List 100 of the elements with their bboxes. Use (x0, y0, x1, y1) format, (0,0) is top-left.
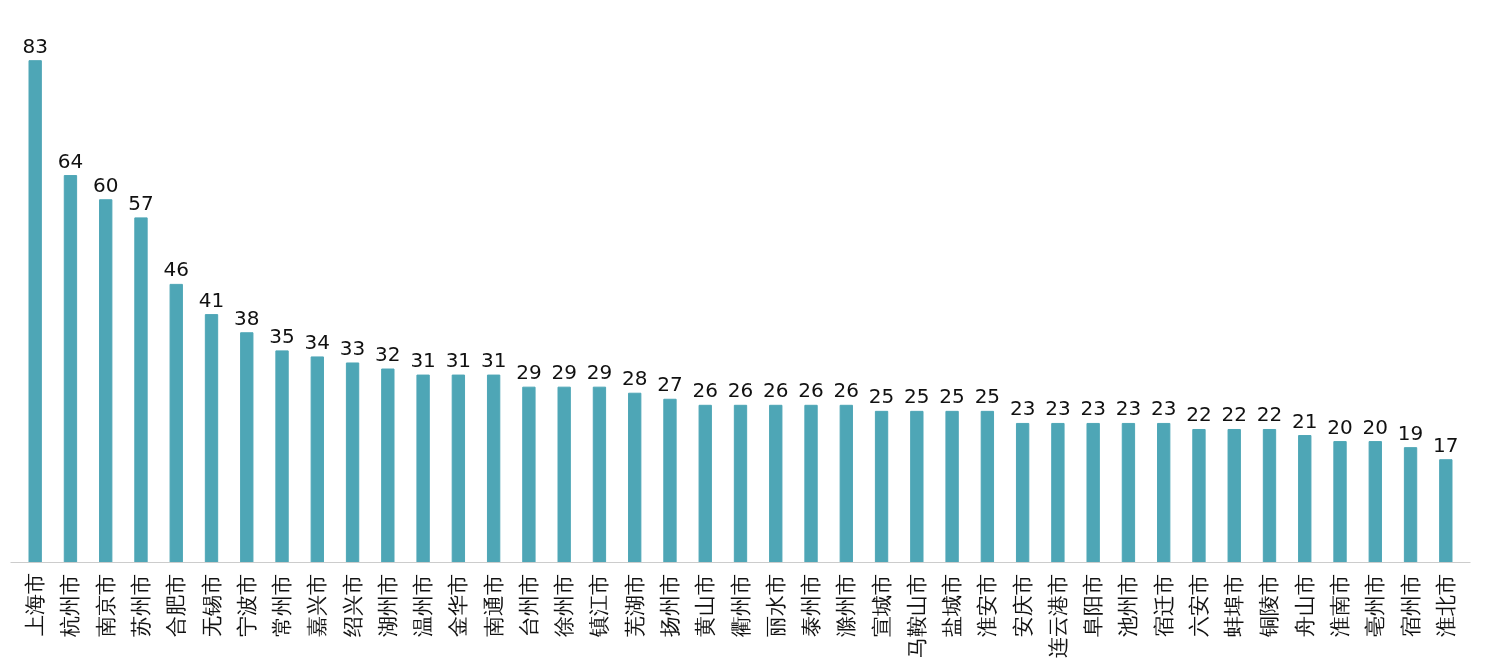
x-tick-label: 嘉兴市 (305, 573, 330, 637)
bar (1051, 422, 1065, 563)
data-label: 23 (1009, 396, 1036, 421)
x-tick-label: 衢州市 (728, 573, 753, 637)
bar (522, 386, 536, 563)
x-tick-label: 马鞍山市 (904, 573, 929, 658)
bar (1262, 428, 1277, 563)
bar (769, 404, 783, 563)
x-tick-label: 舟山市 (1292, 573, 1317, 637)
bar (1368, 441, 1382, 563)
data-label: 23 (1115, 396, 1142, 421)
x-tick-label: 杭州市 (58, 573, 83, 638)
x-tick-label: 蚌埠市 (1222, 573, 1247, 637)
x-tick-label: 六安市 (1186, 573, 1211, 637)
bar (804, 404, 818, 563)
x-tick-label: 宿迁市 (1151, 573, 1176, 637)
x-tick-label: 台州市 (516, 573, 541, 637)
bar (134, 217, 148, 563)
data-label: 25 (904, 384, 930, 409)
data-label: 26 (833, 378, 860, 403)
data-label: 34 (304, 329, 331, 354)
bar (592, 386, 607, 563)
data-label: 46 (163, 257, 189, 282)
x-tick-label: 扬州市 (657, 573, 682, 637)
x-tick-label: 盐城市 (940, 573, 965, 637)
bar (733, 404, 748, 563)
x-tick-label: 温州市 (411, 573, 436, 637)
data-label: 31 (410, 348, 436, 373)
data-label: 41 (198, 287, 225, 312)
bar (1015, 422, 1030, 563)
bar (451, 374, 466, 563)
data-label: 21 (1292, 408, 1318, 433)
bar (486, 374, 501, 563)
bar (416, 374, 430, 563)
data-label: 22 (1256, 402, 1283, 427)
bar (1227, 428, 1241, 563)
bar (1192, 428, 1206, 563)
x-tick-label: 上海市 (23, 573, 48, 637)
x-tick-label: 连云港市 (1045, 573, 1070, 658)
x-tick-label: 宣城市 (869, 573, 894, 637)
x-tick-label: 宿州市 (1398, 573, 1423, 637)
x-tick-label: 阜阳市 (1081, 573, 1106, 637)
data-label: 19 (1397, 420, 1424, 445)
bar (381, 368, 395, 563)
data-label: 25 (974, 384, 1001, 409)
x-tick-label: 黄山市 (693, 573, 718, 637)
x-tick-label: 南京市 (93, 573, 118, 637)
data-label: 23 (1080, 396, 1106, 421)
bar (1298, 435, 1312, 563)
x-tick-label: 芜湖市 (622, 573, 647, 637)
x-tick-label: 丽水市 (763, 573, 788, 637)
bar (1086, 422, 1100, 563)
data-label: 32 (375, 342, 401, 367)
bar (1403, 447, 1418, 563)
x-tick-label: 亳州市 (1363, 573, 1388, 637)
bar (345, 362, 360, 563)
data-label: 38 (234, 305, 260, 330)
data-label: 29 (516, 360, 542, 385)
bar (663, 398, 677, 563)
bar (28, 60, 42, 563)
bar (240, 332, 254, 563)
bar (1157, 422, 1171, 563)
data-label: 20 (1327, 414, 1353, 439)
x-tick-label: 淮南市 (1328, 573, 1353, 637)
data-label: 26 (798, 378, 824, 403)
bar (839, 404, 853, 563)
x-tick-label: 安庆市 (1010, 573, 1035, 637)
bar (628, 392, 642, 563)
x-tick-label: 镇江市 (587, 573, 612, 638)
data-label: 35 (269, 323, 295, 348)
x-tick-label: 合肥市 (164, 573, 189, 637)
x-tick-label: 淮北市 (1433, 573, 1458, 637)
x-tick-label: 南通市 (481, 573, 506, 637)
x-tick-label: 无锡市 (199, 573, 224, 637)
bar (1333, 441, 1347, 563)
data-label: 29 (586, 360, 613, 385)
data-label: 31 (480, 348, 507, 373)
data-label: 64 (57, 148, 84, 173)
x-tick-label: 滁州市 (834, 573, 859, 637)
data-label: 25 (939, 384, 965, 409)
x-tick-label: 泰州市 (799, 573, 824, 637)
data-label: 26 (692, 378, 718, 403)
x-tick-label: 绍兴市 (340, 573, 365, 637)
bar (204, 314, 219, 563)
data-label: 27 (657, 372, 683, 397)
data-label: 29 (551, 360, 577, 385)
x-tick-label: 淮安市 (975, 573, 1000, 637)
x-tick-label: 苏州市 (128, 573, 153, 637)
bar (980, 410, 995, 563)
x-tick-label: 湖州市 (375, 573, 400, 637)
data-label: 23 (1045, 396, 1071, 421)
bar (275, 350, 289, 563)
data-label: 31 (445, 348, 472, 373)
bar (910, 410, 924, 563)
data-label: 60 (92, 172, 119, 197)
data-label: 26 (763, 378, 789, 403)
bar (1439, 459, 1453, 563)
data-label: 83 (22, 33, 48, 58)
x-tick-label: 宁波市 (234, 573, 259, 637)
x-tick-label: 常州市 (270, 573, 295, 637)
